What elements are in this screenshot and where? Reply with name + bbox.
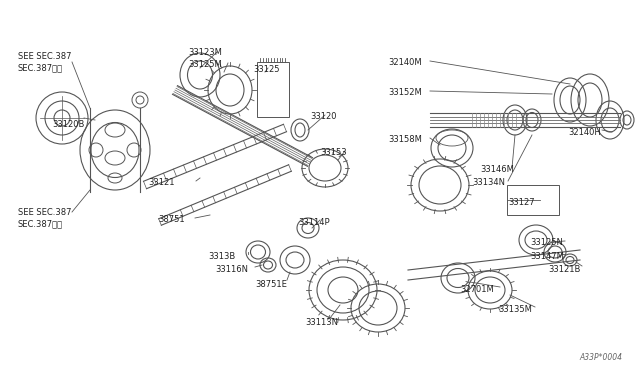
Text: 33125: 33125 — [253, 65, 280, 74]
Text: SEE SEC.387: SEE SEC.387 — [18, 208, 72, 217]
Text: SEE SEC.387: SEE SEC.387 — [18, 52, 72, 61]
Text: 33120B: 33120B — [52, 120, 84, 129]
Text: 33127: 33127 — [508, 198, 534, 207]
Text: 32140H: 32140H — [568, 128, 601, 137]
Text: 33158M: 33158M — [388, 135, 422, 144]
Text: 3313B: 3313B — [208, 252, 236, 261]
Text: A33P*0004: A33P*0004 — [579, 353, 622, 362]
Text: 38751E: 38751E — [255, 280, 287, 289]
Text: 33125N: 33125N — [530, 238, 563, 247]
Text: SEC.387参照: SEC.387参照 — [18, 219, 63, 228]
Text: 38751: 38751 — [158, 215, 184, 224]
Text: 32701M: 32701M — [460, 285, 493, 294]
Text: 33134N: 33134N — [472, 178, 505, 187]
Text: 33121: 33121 — [148, 178, 175, 187]
Bar — [257, 62, 289, 117]
Text: 33147M: 33147M — [530, 252, 564, 261]
Text: 33113N: 33113N — [305, 318, 338, 327]
Text: 33120: 33120 — [310, 112, 337, 121]
Text: 33153: 33153 — [320, 148, 347, 157]
Bar — [507, 185, 559, 215]
Text: 33135M: 33135M — [498, 305, 532, 314]
Text: 32140M: 32140M — [388, 58, 422, 67]
Text: 33123M: 33123M — [188, 48, 222, 57]
Text: 33121B: 33121B — [548, 265, 580, 274]
Text: 33114P: 33114P — [298, 218, 330, 227]
Text: 33152M: 33152M — [388, 88, 422, 97]
Text: 33146M: 33146M — [480, 165, 514, 174]
Text: SEC.387参照: SEC.387参照 — [18, 63, 63, 72]
Text: 33116N: 33116N — [215, 265, 248, 274]
Text: 33125M: 33125M — [188, 60, 221, 69]
